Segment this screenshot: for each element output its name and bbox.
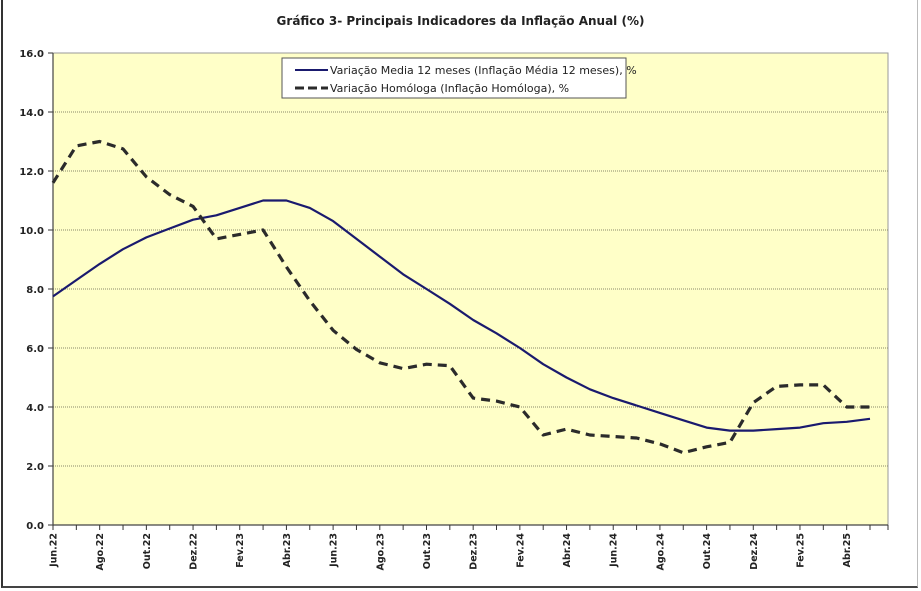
x-tick-label: Jun.24: [609, 533, 620, 568]
x-tick-label: Ago.24: [655, 533, 666, 571]
x-tick-label: Out.24: [702, 533, 713, 570]
x-tick-label: Ago.22: [95, 533, 106, 571]
x-tick-label: Out.23: [422, 533, 433, 569]
x-tick-label: Abr.25: [842, 533, 853, 567]
legend: Variação Media 12 meses (Inflação Média …: [281, 57, 637, 99]
x-tick-label: Out.22: [142, 533, 153, 569]
legend-label-homologa: Variação Homóloga (Inflação Homóloga), %: [330, 82, 569, 95]
x-tick-label: Ago.23: [375, 533, 386, 571]
x-tick-label: Jun.23: [329, 533, 340, 568]
x-tick-label: Fev.23: [235, 533, 246, 568]
x-tick-label: Fev.25: [795, 533, 806, 568]
y-tick-label: 14.0: [19, 108, 44, 119]
y-tick-label: 2.0: [26, 462, 44, 473]
chart-title: Gráfico 3- Principais Indicadores da Inf…: [276, 14, 645, 28]
y-tick-label: 16.0: [19, 49, 44, 60]
y-tick-label: 10.0: [19, 226, 44, 237]
y-tick-label: 4.0: [26, 403, 44, 414]
y-tick-label: 0.0: [26, 521, 44, 532]
x-tick-label: Dez.23: [469, 533, 480, 570]
series-line-homologa: [51, 139, 870, 455]
series-line-media-12-meses: [52, 199, 871, 432]
x-axis: Jun.22 Ago.22 Out.22 Dez.22 Fev.23 Abr.23 Jun.…: [49, 524, 889, 571]
y-tick-label: 6.0: [26, 344, 44, 355]
y-tick-label: 8.0: [26, 285, 44, 296]
x-tick-label: Dez.24: [749, 533, 760, 570]
x-tick-label: Abr.23: [282, 533, 293, 567]
x-tick-label: Fev.24: [515, 533, 526, 568]
x-tick-label: Jun.22: [49, 533, 60, 568]
series-lines: [51, 139, 871, 455]
legend-box: [281, 57, 627, 99]
plot-area: [52, 52, 889, 526]
y-tick-label: 12.0: [19, 167, 44, 178]
x-tick-label: Dez.22: [189, 533, 200, 570]
y-axis: 0.0 2.0 4.0 6.0 8.0 10.0 12.0 14.0 16.0: [19, 49, 54, 532]
x-tick-label: Abr.24: [562, 533, 573, 568]
legend-label-media: Variação Media 12 meses (Inflação Média …: [330, 64, 637, 77]
